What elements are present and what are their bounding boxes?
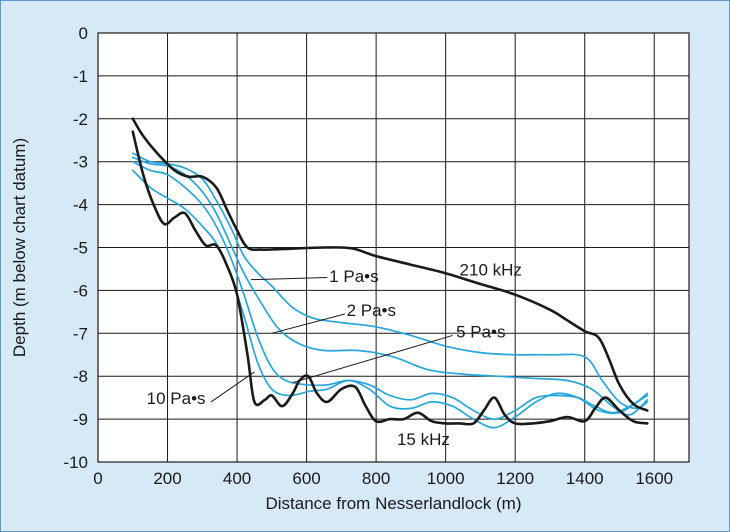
y-tick-label: -1 xyxy=(73,67,88,86)
annotation-leader-line xyxy=(210,371,255,403)
annotation-label: 10 Pa•s xyxy=(147,389,206,408)
y-axis-title: Depth (m below chart datum) xyxy=(10,138,29,357)
x-tick-label: 1600 xyxy=(635,469,673,488)
annotation-leader-line xyxy=(250,277,328,281)
series-line-10-pa-s xyxy=(131,169,649,429)
annotation-leader-line xyxy=(271,313,345,334)
annotation-label: 15 kHz xyxy=(397,430,450,449)
series-line-5-pa-s xyxy=(131,160,649,420)
y-tick-label: -5 xyxy=(73,239,88,258)
y-tick-label: -3 xyxy=(73,153,88,172)
x-tick-label: 1200 xyxy=(496,469,534,488)
annotation-label: 2 Pa•s xyxy=(347,301,396,320)
grid-lines xyxy=(97,32,690,463)
y-tick-label: -9 xyxy=(73,410,88,429)
series-layer xyxy=(131,117,649,429)
annotation-label: 210 kHz xyxy=(460,260,522,279)
x-tick-label: 400 xyxy=(223,469,251,488)
tick-labels-layer: 0 200 400 600 800 1000 1200 1400 1600 0 -1 -2 -3 -4 -5… xyxy=(63,24,673,488)
x-tick-label: 0 xyxy=(93,469,102,488)
y-tick-label: -2 xyxy=(73,110,88,129)
annotation-leader-line xyxy=(292,334,453,384)
y-tick-label: -8 xyxy=(73,367,88,386)
x-axis-title: Distance from Nesserlandlock (m) xyxy=(265,494,521,513)
series-line-210-khz xyxy=(131,117,649,412)
plot-frame xyxy=(97,32,690,463)
y-tick-label: -7 xyxy=(73,324,88,343)
annotation-label: 1 Pa•s xyxy=(329,267,378,286)
x-tick-label: 600 xyxy=(292,469,320,488)
annotation-label: 5 Pa•s xyxy=(456,323,505,342)
x-tick-label: 200 xyxy=(153,469,181,488)
y-tick-label: -6 xyxy=(73,281,88,300)
annotations-layer: 210 kHz 1 Pa•s 2 Pa•s 5 Pa•s 10 Pa•s 15 kHz xyxy=(147,260,522,448)
y-tick-label: -10 xyxy=(63,453,88,472)
x-tick-label: 800 xyxy=(362,469,390,488)
y-tick-label: 0 xyxy=(79,24,88,43)
y-tick-label: -4 xyxy=(73,196,88,215)
x-tick-label: 1000 xyxy=(427,469,465,488)
x-tick-label: 1400 xyxy=(566,469,604,488)
series-line-2-pa-s xyxy=(131,156,649,416)
series-line-15-khz xyxy=(131,130,649,426)
